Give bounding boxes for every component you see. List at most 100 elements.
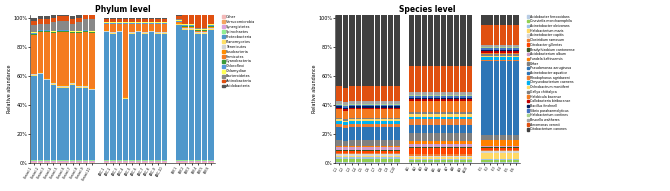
Bar [395,156,400,157]
Bar [448,120,453,125]
Bar [388,157,393,159]
Bar [481,45,486,47]
Bar [507,50,513,51]
Bar [467,95,472,96]
Bar [349,118,354,120]
Bar [460,120,466,125]
Bar [110,23,115,24]
Bar [38,161,43,162]
Bar [507,162,513,163]
Bar [494,54,499,56]
Bar [481,160,486,162]
Bar [441,162,446,163]
Bar [117,23,122,24]
Bar [409,15,414,66]
Bar [375,104,381,105]
Bar [460,101,466,112]
Bar [202,33,208,34]
Bar [409,66,414,92]
Bar [76,161,82,162]
Bar [136,32,141,160]
Bar [494,51,499,53]
Bar [155,22,161,23]
Bar [196,160,201,161]
Bar [434,114,440,117]
Bar [448,147,453,148]
Bar [494,45,499,47]
Bar [428,148,433,154]
Bar [460,147,466,148]
Bar [189,28,194,29]
Bar [336,108,342,109]
Bar [375,86,381,101]
Bar [149,23,154,24]
Bar [481,51,486,53]
Bar [336,138,342,140]
Bar [349,140,354,146]
Bar [513,150,519,151]
Bar [202,32,208,33]
Bar [409,95,414,96]
Bar [342,109,348,111]
Bar [488,147,493,148]
Bar [454,141,460,144]
Bar [415,66,421,92]
Bar [375,109,381,118]
Bar [513,47,519,48]
Bar [467,96,472,98]
Bar [388,86,393,101]
Bar [375,153,381,154]
Bar [481,50,486,51]
Bar [507,53,513,54]
Bar [356,127,361,138]
Bar [110,162,115,163]
Bar [208,162,214,163]
Bar [421,112,427,114]
Bar [202,160,208,161]
Bar [441,95,446,96]
Bar [441,112,446,114]
Bar [31,32,37,33]
Bar [136,23,141,24]
Bar [83,32,88,85]
Bar [448,157,453,159]
Bar [481,151,486,153]
Bar [31,76,37,160]
Bar [342,151,348,153]
Bar [441,98,446,99]
Bar [460,141,466,144]
Bar [395,5,400,86]
Bar [421,141,427,144]
Bar [415,144,421,147]
Bar [375,5,381,86]
Bar [421,99,427,101]
Bar [44,162,50,163]
Bar [50,15,56,18]
Bar [381,120,387,121]
Bar [362,86,368,101]
Bar [415,141,421,144]
Bar [176,16,182,19]
Bar [415,125,421,131]
Bar [421,148,427,154]
Bar [89,15,95,19]
Bar [349,86,354,101]
Bar [513,53,519,54]
Bar [38,31,43,32]
Bar [362,120,368,121]
Bar [50,18,56,22]
Bar [488,8,493,25]
Bar [89,89,95,90]
Bar [70,32,76,33]
Bar [500,140,506,146]
Bar [117,32,122,160]
Bar [513,54,519,56]
Bar [409,141,414,144]
Bar [336,104,342,105]
Bar [454,148,460,154]
Bar [500,135,506,140]
Bar [189,24,194,25]
Bar [155,162,161,163]
Bar [388,127,393,138]
Legend: Other, Verrucomicrobia, Synergistetes, Spirochaetes, Proteobacteria, Planomycete: Other, Verrucomicrobia, Synergistetes, S… [222,15,255,88]
